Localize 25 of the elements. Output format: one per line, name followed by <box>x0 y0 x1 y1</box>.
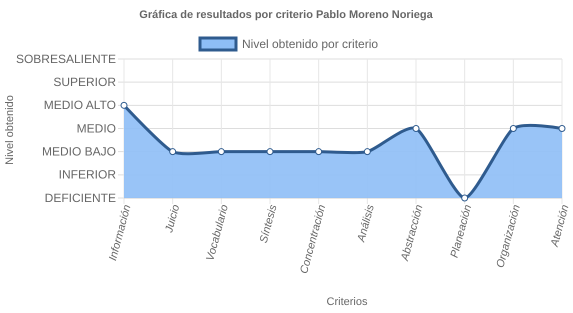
text: MEDIO ALTO <box>44 98 116 112</box>
legend-label: Nivel obtenido por criterio <box>242 37 378 51</box>
point <box>169 148 176 156</box>
text: DEFICIENTE <box>44 190 116 205</box>
point <box>558 125 566 132</box>
point <box>266 148 274 156</box>
text: SOBRESALIENTE <box>16 52 116 66</box>
text: Nivel obtenido <box>4 95 16 165</box>
x-tick-label: Juicio <box>163 203 182 235</box>
point <box>364 148 371 156</box>
text: MEDIO <box>76 121 116 136</box>
text: INFERIOR <box>58 168 116 182</box>
point <box>412 125 420 132</box>
x-tick-label: Análisis <box>355 202 377 244</box>
point <box>315 148 322 156</box>
point <box>510 125 517 132</box>
text: SUPERIOR <box>53 75 116 90</box>
point <box>218 148 225 156</box>
point <box>461 194 468 202</box>
x-tick-label: Síntesis <box>258 202 280 244</box>
point <box>120 102 128 109</box>
chart-title: Gráfica de resultados por criterio Pablo Moreno Noriega <box>139 9 434 21</box>
x-tick-label: Atención <box>548 203 572 249</box>
x-axis-title: Criterios <box>326 296 368 308</box>
text: MEDIO BAJO <box>42 144 116 159</box>
